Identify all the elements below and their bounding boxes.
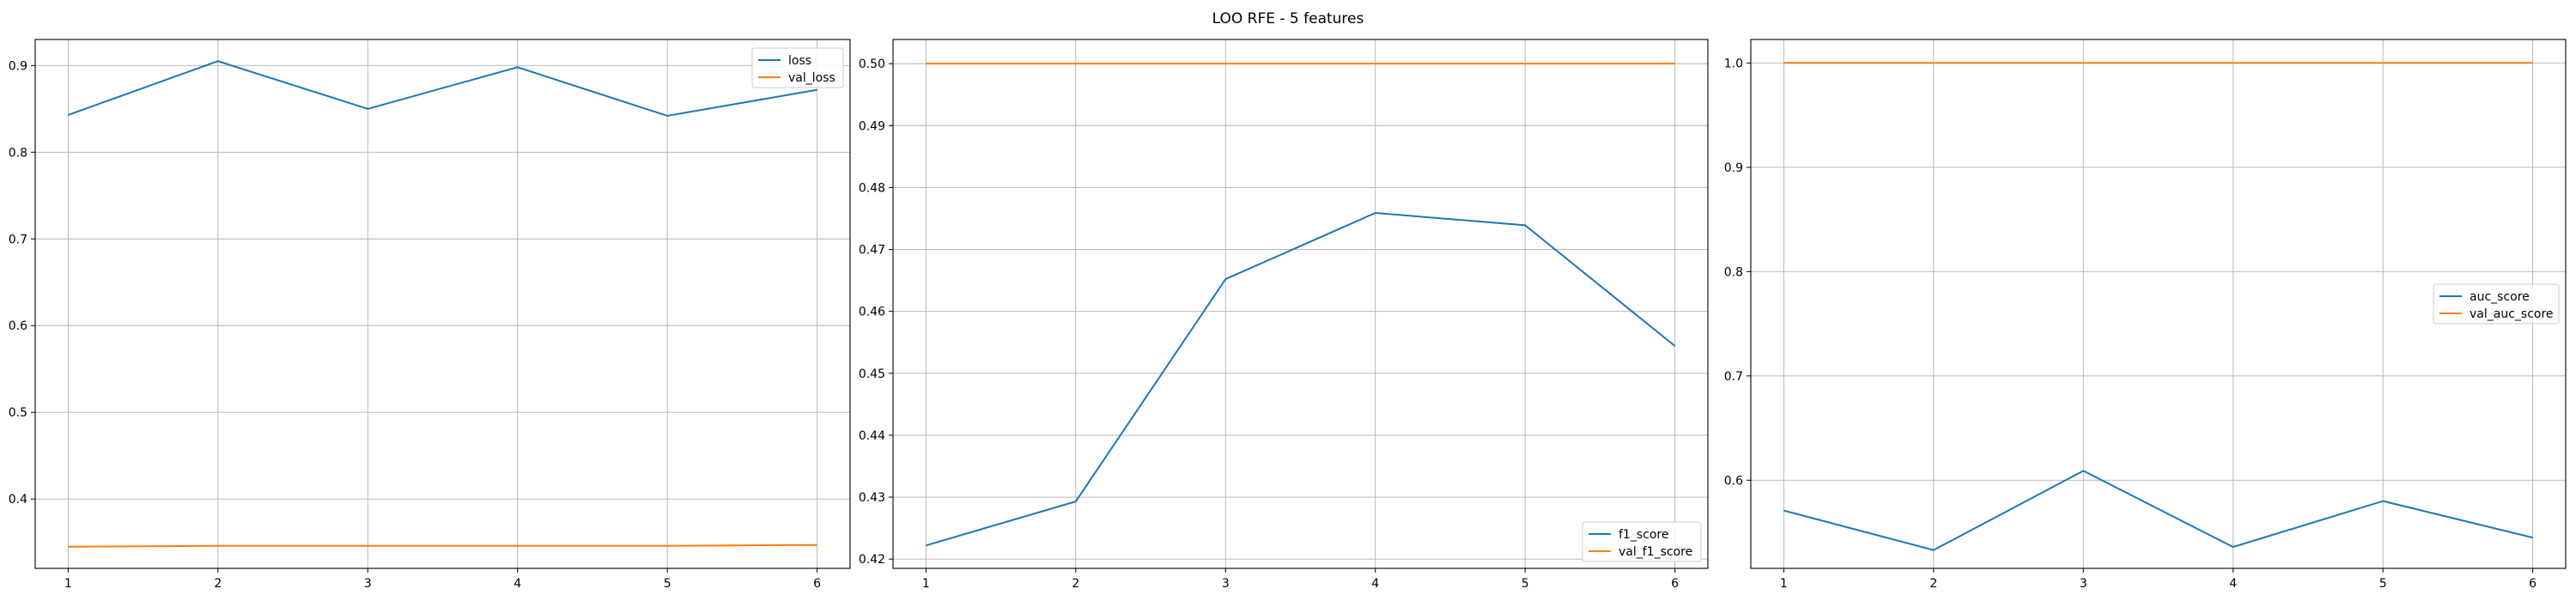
y-tick-label: 0.8 — [9, 146, 27, 160]
x-tick-label: 5 — [1522, 577, 1529, 591]
x-tick-label: 1 — [64, 577, 72, 591]
x-tick-label: 2 — [214, 577, 222, 591]
plot-frame — [1750, 39, 2567, 569]
subplot-2: 1 2 3 4 5 6 0.42 0.43 0.44 0.45 0.46 0.47 0.48 0.49 0.… — [859, 39, 1709, 591]
subplot-1: 1 2 3 4 5 6 0.4 0.5 0.6 0.7 0.8 0.9 loss val_loss — [9, 39, 851, 591]
y-tick-label: 0.5 — [9, 406, 27, 420]
legend: auc_score val_auc_score — [2433, 283, 2560, 325]
legend-label: val_f1_score — [1619, 545, 1692, 559]
plot-frame — [892, 39, 1709, 569]
x-tick-label: 1 — [1780, 577, 1788, 591]
x-tick-label: 1 — [922, 577, 930, 591]
legend-box — [1582, 521, 1702, 562]
y-tick-label: 0.49 — [859, 119, 885, 133]
y-tick-label: 0.8 — [1724, 265, 1743, 279]
y-tick-label: 0.9 — [9, 59, 27, 73]
y-tick-label: 0.42 — [859, 553, 885, 567]
legend-label: f1_score — [1619, 528, 1668, 542]
x-tick-label: 4 — [2229, 577, 2237, 591]
legend-label: loss — [788, 54, 811, 68]
y-tick-label: 0.45 — [859, 367, 885, 381]
x-tick-label: 3 — [364, 577, 372, 591]
y-tick-label: 0.44 — [859, 429, 885, 443]
x-tick-label: 3 — [2080, 577, 2087, 591]
y-tick-label: 0.9 — [1724, 161, 1743, 175]
x-tick-label: 2 — [1929, 577, 1937, 591]
y-tick-label: 0.43 — [859, 491, 885, 505]
legend: f1_score val_f1_score — [1582, 521, 1702, 562]
y-tick-label: 0.7 — [1724, 370, 1743, 384]
y-tick-label: 0.46 — [859, 306, 885, 319]
subplot-panels: 1 2 3 4 5 6 0.4 0.5 0.6 0.7 0.8 0.9 loss val_loss 1 2 3 4… — [9, 39, 2567, 591]
x-tick-label: 5 — [2379, 577, 2387, 591]
x-tick-label: 2 — [1072, 577, 1079, 591]
y-tick-label: 0.50 — [859, 58, 885, 71]
x-tick-label: 6 — [2529, 577, 2537, 591]
x-tick-label: 4 — [1371, 577, 1379, 591]
y-tick-label: 0.7 — [9, 233, 27, 246]
y-tick-label: 0.6 — [9, 319, 27, 333]
subplot-3: 1 2 3 4 5 6 0.6 0.7 0.8 0.9 1.0 auc_score val_auc_sc… — [1724, 39, 2567, 591]
plot-frame — [34, 39, 851, 569]
figure-title: LOO RFE - 5 features — [1212, 10, 1364, 27]
series-line-loss — [68, 60, 817, 117]
series-line-auc-score — [1783, 470, 2533, 551]
y-tick-label: 1.0 — [1724, 57, 1743, 70]
legend-label: val_auc_score — [2470, 307, 2554, 321]
x-tick-label: 4 — [513, 577, 521, 591]
legend-label: val_loss — [788, 71, 835, 85]
x-tick-label: 3 — [1222, 577, 1230, 591]
series-line-val-loss — [68, 543, 817, 548]
y-tick-label: 0.6 — [1724, 474, 1743, 488]
x-tick-label: 5 — [664, 577, 671, 591]
legend: loss val_loss — [751, 47, 844, 88]
y-tick-label: 0.48 — [859, 181, 885, 195]
y-tick-label: 0.47 — [859, 244, 885, 258]
y-tick-label: 0.4 — [9, 493, 27, 507]
series-line-f1-score — [926, 211, 1676, 547]
x-tick-label: 6 — [813, 577, 821, 591]
legend-box — [2433, 283, 2560, 325]
x-tick-label: 6 — [1671, 577, 1679, 591]
legend-label: auc_score — [2470, 290, 2530, 304]
